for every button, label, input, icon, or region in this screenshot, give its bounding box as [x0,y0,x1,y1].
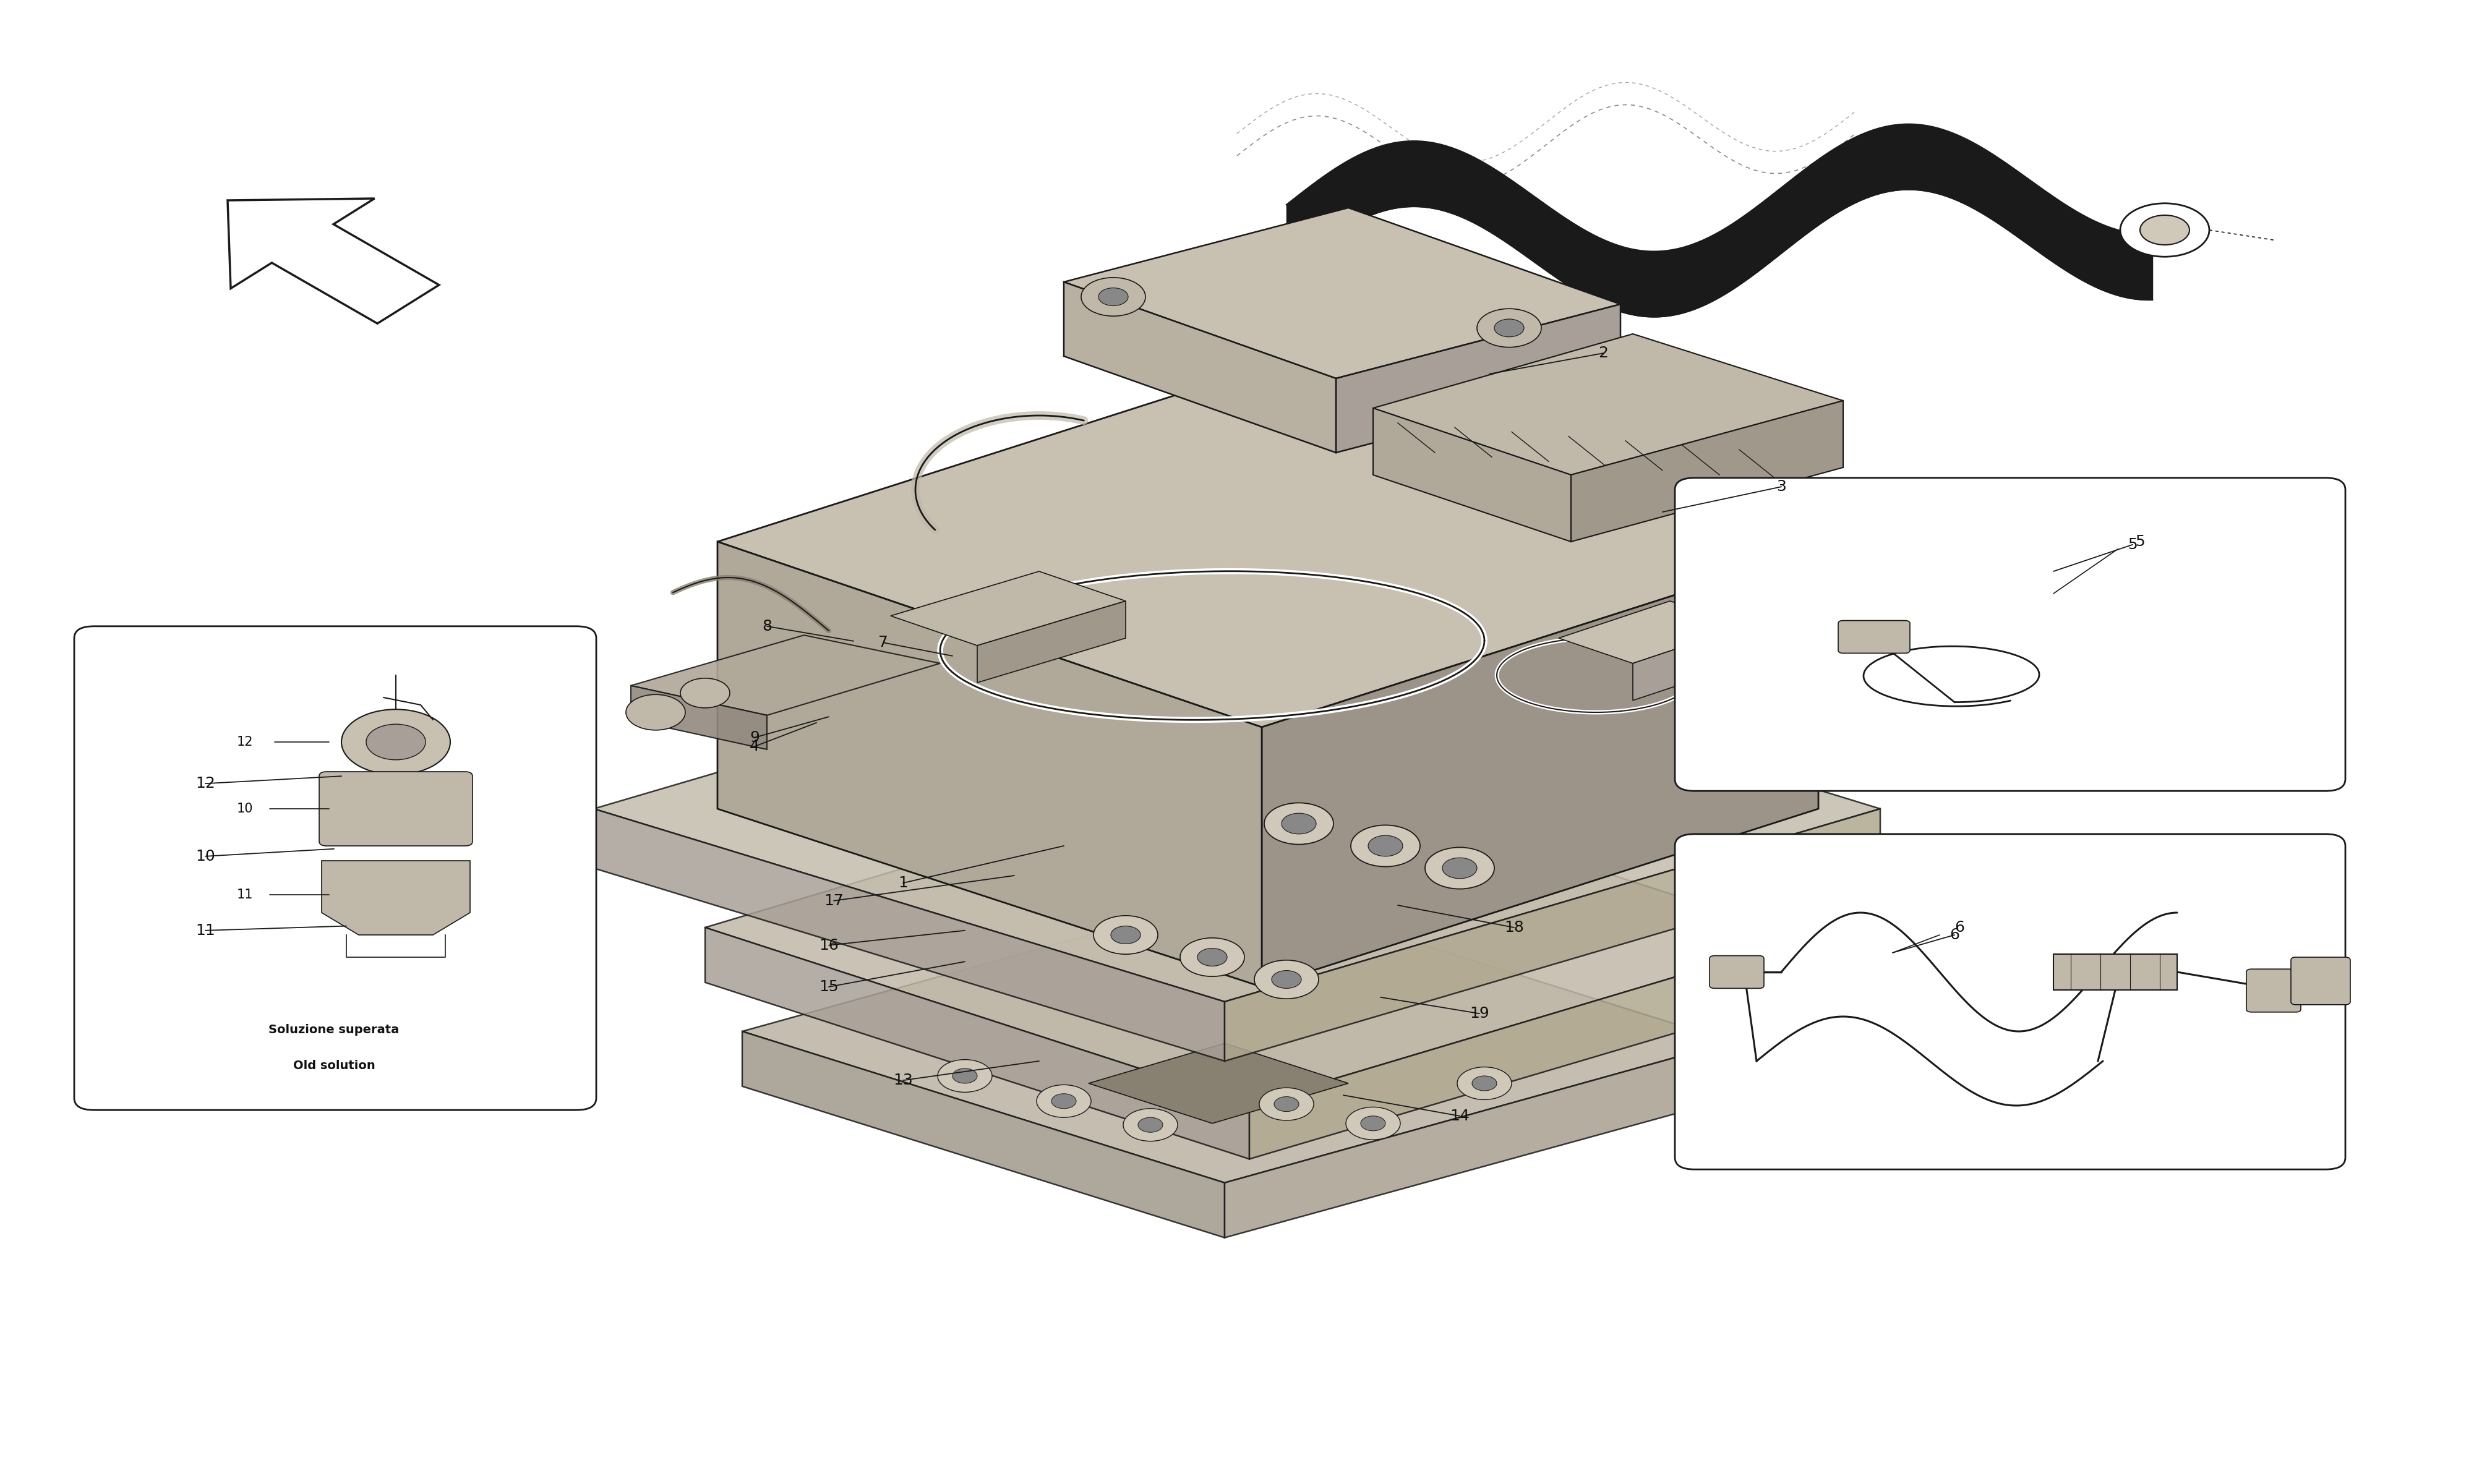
Polygon shape [1373,408,1571,542]
Text: 1: 1 [898,876,908,890]
Text: 6: 6 [1954,920,1964,935]
Polygon shape [1225,809,1880,1061]
Circle shape [1282,813,1316,834]
Circle shape [1425,847,1494,889]
Polygon shape [631,686,767,749]
Circle shape [1123,1109,1178,1141]
Circle shape [1274,1097,1299,1112]
Circle shape [1180,938,1244,976]
Circle shape [1098,288,1128,306]
Circle shape [1351,825,1420,867]
Circle shape [1094,916,1158,954]
Polygon shape [594,809,1225,1061]
Circle shape [680,678,730,708]
Text: 5: 5 [2135,534,2145,549]
Circle shape [626,695,685,730]
FancyBboxPatch shape [2291,957,2350,1005]
Circle shape [1264,803,1333,844]
Circle shape [1197,948,1227,966]
FancyBboxPatch shape [2246,969,2301,1012]
Circle shape [2120,203,2209,257]
Text: 17: 17 [824,893,844,908]
Text: 12: 12 [195,776,215,791]
Polygon shape [1262,549,1818,987]
Polygon shape [1249,938,1806,1159]
FancyBboxPatch shape [1675,478,2345,791]
Polygon shape [1559,601,1744,663]
FancyBboxPatch shape [1675,834,2345,1169]
Text: 10: 10 [238,803,252,815]
Polygon shape [631,635,940,715]
Text: 19: 19 [1470,1006,1489,1021]
Polygon shape [705,927,1249,1159]
Text: 13: 13 [893,1073,913,1088]
Circle shape [2140,215,2189,245]
Circle shape [1111,926,1141,944]
Circle shape [1361,1116,1385,1131]
Circle shape [1477,309,1541,347]
Polygon shape [742,890,1732,1183]
Text: 8: 8 [762,619,772,634]
Text: Soluzione superata: Soluzione superata [270,1024,398,1036]
Polygon shape [1064,282,1336,453]
Text: 11: 11 [238,889,252,901]
Bar [2053,954,2177,990]
Polygon shape [717,364,1818,727]
Circle shape [1259,1088,1314,1120]
Text: 3: 3 [1776,479,1786,494]
Polygon shape [977,601,1126,683]
Text: 6: 6 [1950,927,1959,942]
Polygon shape [1633,626,1744,700]
Circle shape [1051,1094,1076,1109]
Circle shape [1494,319,1524,337]
Polygon shape [594,616,1880,1002]
Circle shape [1472,1076,1497,1091]
FancyBboxPatch shape [74,626,596,1110]
Text: Old solution: Old solution [292,1060,376,1071]
Circle shape [952,1068,977,1083]
Circle shape [1081,278,1145,316]
Polygon shape [1373,334,1843,475]
Polygon shape [891,571,1126,646]
Circle shape [1254,960,1319,999]
FancyBboxPatch shape [319,772,473,846]
Polygon shape [742,1031,1225,1238]
Text: 16: 16 [819,938,839,953]
Text: 9: 9 [750,730,760,745]
Circle shape [1037,1085,1091,1117]
Text: 5: 5 [2128,537,2138,552]
Polygon shape [1225,1042,1732,1238]
Polygon shape [1089,1043,1348,1123]
Text: 11: 11 [195,923,215,938]
Polygon shape [322,861,470,935]
Polygon shape [1336,304,1620,453]
Circle shape [1457,1067,1512,1100]
Circle shape [1368,835,1403,856]
Text: 4: 4 [750,739,760,754]
Text: 10: 10 [195,849,215,864]
Circle shape [1346,1107,1400,1140]
Circle shape [1272,971,1301,988]
Circle shape [1442,858,1477,879]
Text: 15: 15 [819,979,839,994]
Polygon shape [717,542,1262,987]
Circle shape [938,1060,992,1092]
Text: 12: 12 [238,736,252,748]
Polygon shape [705,761,1806,1104]
FancyBboxPatch shape [1838,620,1910,653]
Polygon shape [1571,401,1843,542]
Circle shape [1138,1117,1163,1132]
Text: 14: 14 [1450,1109,1470,1123]
FancyBboxPatch shape [1710,956,1764,988]
Text: 18: 18 [1504,920,1524,935]
Polygon shape [1064,208,1620,378]
Text: 7: 7 [878,635,888,650]
Circle shape [341,709,450,775]
Text: 2: 2 [1598,346,1608,361]
Polygon shape [228,199,438,324]
Circle shape [366,724,426,760]
